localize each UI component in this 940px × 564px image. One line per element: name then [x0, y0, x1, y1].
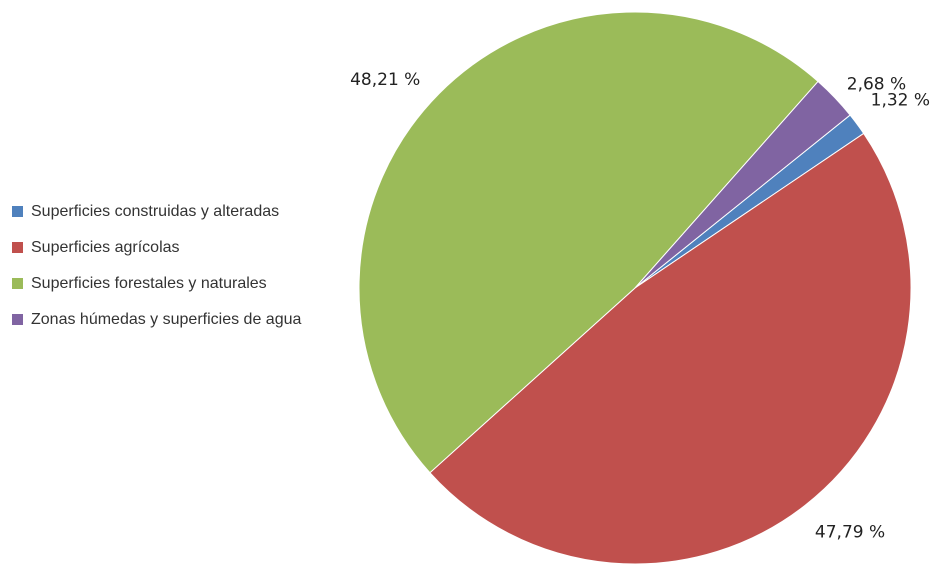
legend-label: Zonas húmedas y superficies de agua [31, 311, 302, 328]
legend-swatch [12, 314, 23, 325]
legend: Superficies construidas y alteradas Super… [12, 200, 302, 344]
legend-swatch [12, 242, 23, 253]
legend-item: Zonas húmedas y superficies de agua [12, 308, 302, 331]
legend-item: Superficies forestales y naturales [12, 272, 302, 295]
data-label: 2,68 % [847, 74, 906, 94]
legend-label: Superficies agrícolas [31, 239, 180, 256]
data-label: 47,79 % [815, 523, 885, 543]
pie-slice [634, 80, 851, 289]
legend-item: Superficies construidas y alteradas [12, 200, 302, 223]
legend-label: Superficies forestales y naturales [31, 275, 267, 292]
legend-label: Superficies construidas y alteradas [31, 203, 280, 220]
data-label: 1,32 % [871, 91, 930, 111]
legend-swatch [12, 206, 23, 217]
pie-slice [358, 11, 819, 474]
data-label: 48,21 % [350, 70, 420, 90]
legend-swatch [12, 278, 23, 289]
pie-slice [429, 132, 912, 564]
legend-item: Superficies agrícolas [12, 236, 302, 259]
